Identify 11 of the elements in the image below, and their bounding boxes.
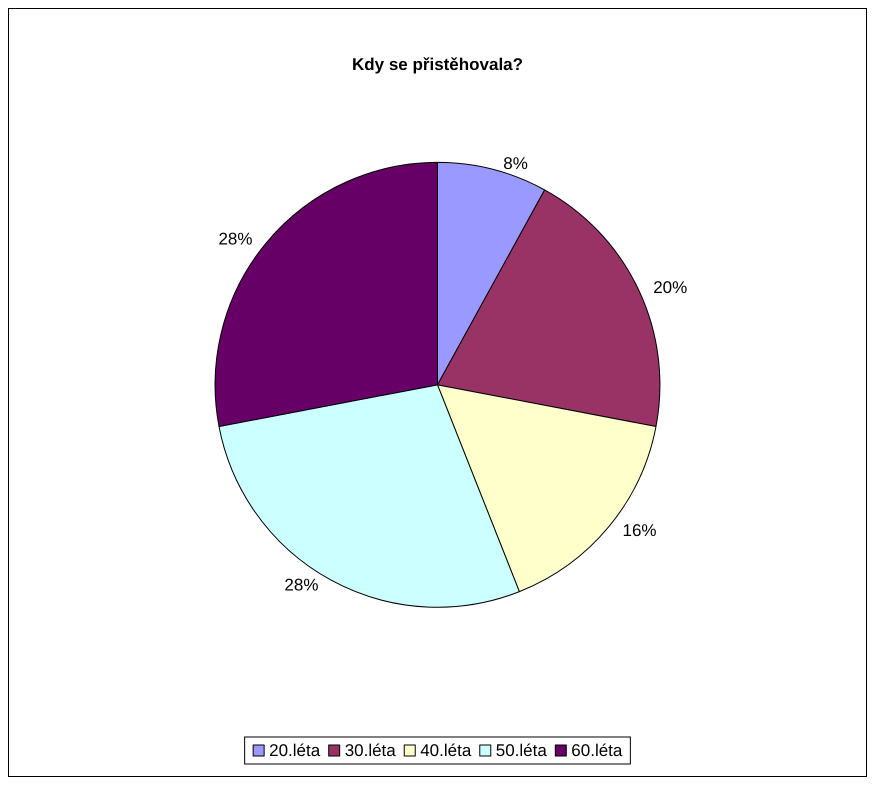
data-label: 8% — [503, 154, 528, 174]
legend-label: 50.léta — [496, 741, 548, 760]
legend-label: 60.léta — [571, 741, 623, 760]
chart-title: Kdy se přistěhovala? — [352, 55, 524, 74]
legend-label: 20.léta — [269, 741, 321, 760]
data-label: 28% — [284, 576, 318, 595]
legend-label: 30.léta — [344, 741, 396, 760]
data-label: 20% — [653, 278, 688, 298]
data-label: 16% — [622, 520, 657, 540]
legend-label: 40.léta — [420, 741, 472, 760]
data-label: 28% — [218, 230, 252, 249]
